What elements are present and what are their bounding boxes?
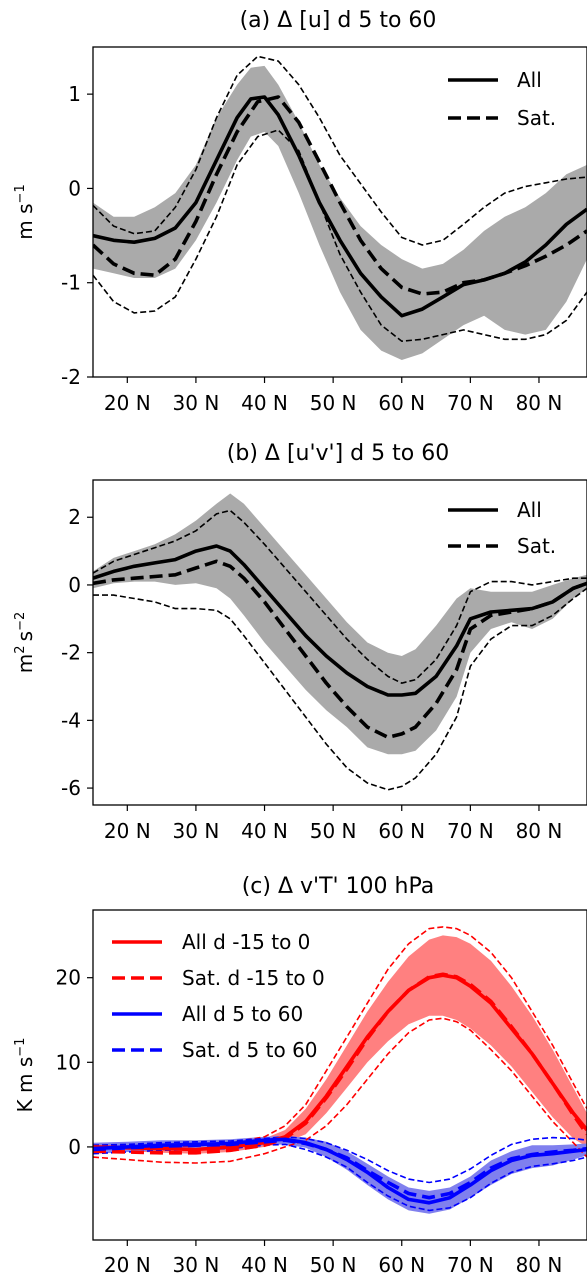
series-line-2 (93, 972, 587, 1155)
x-tick-label: 80 N (516, 391, 563, 415)
x-tick-label: 60 N (378, 819, 425, 843)
x-tick-label: 40 N (241, 819, 288, 843)
x-tick-label: 70 N (447, 1253, 494, 1277)
y-tick-label: 2 (68, 505, 81, 529)
y-tick-label: 0 (68, 1135, 81, 1159)
x-tick-label: 80 N (516, 819, 563, 843)
plot-area (93, 926, 587, 1214)
y-tick-label: -1 (61, 271, 81, 295)
x-tick-label: 70 N (447, 391, 494, 415)
chart-title: (b) Δ [u'v'] d 5 to 60 (227, 441, 449, 466)
y-tick-label: 1 (68, 82, 81, 106)
y-axis-label: m2 s−2 (13, 612, 37, 674)
lower-envelope-line (93, 1017, 587, 1164)
axes-frame (92, 479, 587, 806)
x-tick-label: 40 N (241, 1253, 288, 1277)
legend-label: All (517, 68, 542, 92)
legend-label: All (517, 498, 542, 522)
y-tick-label: 0 (68, 573, 81, 597)
chart-title: (a) Δ [u] d 5 to 60 (240, 8, 437, 33)
spread-band-1 (93, 65, 587, 361)
x-tick-label: 50 N (310, 1253, 357, 1277)
x-tick-label: 60 N (378, 1253, 425, 1277)
chart-title: (c) Δ v'T' 100 hPa (242, 874, 435, 899)
chart-panel-1: 20 N 30 N 40 N 50 N 60 N 70 N 80 N -2 -1 0 1 (a) Δ … (13, 8, 587, 415)
chart-panel-3: 20 N 30 N 40 N 50 N 60 N 70 N 80 N 0 10 20 (c) Δ v… (13, 874, 587, 1277)
legend-label: Sat. d 5 to 60 (182, 1038, 318, 1062)
x-tick-label: 60 N (378, 391, 425, 415)
legend-label: All d 5 to 60 (182, 1002, 303, 1026)
y-tick-label: -6 (61, 776, 81, 800)
y-axis-label: m s−1 (13, 184, 37, 239)
legend-label: Sat. (517, 534, 556, 558)
series-line-2 (93, 559, 587, 740)
x-tick-label: 20 N (104, 391, 151, 415)
x-tick-label: 30 N (173, 391, 220, 415)
upper-envelope-line (93, 926, 587, 1147)
lower-envelope-line (93, 129, 587, 343)
series-line-1 (93, 544, 587, 697)
upper-envelope-line (93, 509, 587, 684)
series-line-2 (93, 95, 587, 296)
upper-envelope-line (93, 55, 587, 246)
x-tick-label: 50 N (310, 391, 357, 415)
y-tick-label: -2 (61, 365, 81, 389)
upper-envelope-line (93, 1135, 587, 1184)
axes-frame (92, 909, 587, 1241)
axes-frame (92, 46, 587, 378)
spread-band-1 (93, 493, 587, 755)
y-tick-label: 20 (56, 966, 81, 990)
y-tick-label: 0 (68, 176, 81, 200)
x-tick-label: 20 N (104, 819, 151, 843)
x-tick-label: 30 N (173, 1253, 220, 1277)
chart-panel-2: 20 N 30 N 40 N 50 N 60 N 70 N 80 N -6 -4 -2 0 2 (b) … (13, 441, 587, 843)
y-tick-label: -4 (61, 708, 81, 732)
plot-area (93, 493, 587, 791)
spread-band-3 (93, 1135, 587, 1214)
x-tick-label: 30 N (173, 819, 220, 843)
x-tick-label: 20 N (104, 1253, 151, 1277)
series-line-1 (93, 973, 587, 1152)
lower-envelope-line (93, 587, 587, 791)
y-axis-label: K m s−1 (13, 1038, 37, 1113)
legend-label: Sat. (517, 106, 556, 130)
series-line-4 (93, 1138, 587, 1200)
x-tick-label: 40 N (241, 391, 288, 415)
plot-area (93, 55, 587, 361)
spread-band-1 (93, 935, 587, 1154)
x-tick-label: 70 N (447, 819, 494, 843)
x-tick-label: 50 N (310, 819, 357, 843)
y-tick-label: 10 (56, 1050, 81, 1074)
y-tick-label: -2 (61, 641, 81, 665)
legend-label: All d -15 to 0 (182, 930, 310, 954)
x-tick-label: 80 N (516, 1253, 563, 1277)
legend-label: Sat. d -15 to 0 (182, 966, 325, 990)
